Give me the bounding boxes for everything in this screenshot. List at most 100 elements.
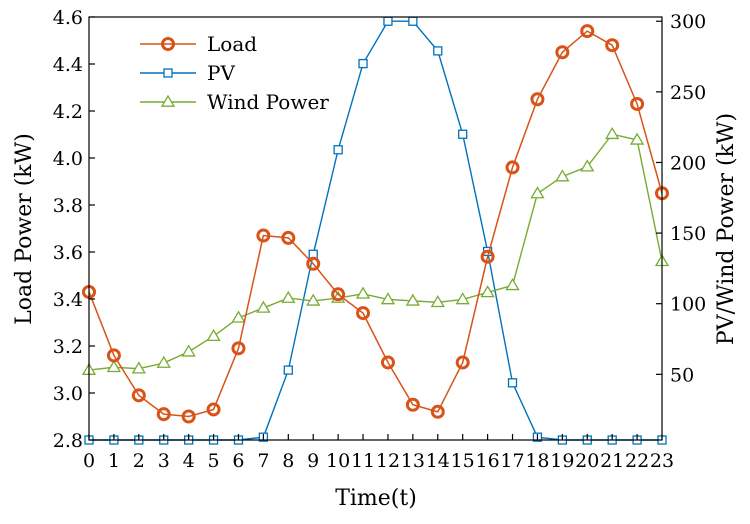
x-tick-label: 8 bbox=[282, 450, 294, 472]
data-point bbox=[355, 286, 371, 299]
data-point bbox=[256, 300, 271, 313]
data-point bbox=[383, 16, 393, 26]
data-point bbox=[408, 16, 418, 26]
legend: Load PV Wind Power bbox=[140, 32, 329, 114]
x-tick-label: 16 bbox=[476, 450, 500, 472]
series-load bbox=[82, 24, 669, 424]
y-left-tick-label: 3.6 bbox=[53, 242, 83, 264]
legend-entry: Wind Power bbox=[140, 90, 329, 114]
y-right-tick-label: 300 bbox=[670, 11, 706, 33]
x-tick-label: 10 bbox=[326, 450, 350, 472]
data-point bbox=[181, 409, 196, 424]
data-point bbox=[480, 249, 495, 264]
x-tick-label: 3 bbox=[158, 450, 170, 472]
y-axis-title-right: PV/Wind Power (kW) bbox=[714, 113, 739, 345]
y-left-tick-label: 3.0 bbox=[53, 383, 83, 405]
x-tick-label: 22 bbox=[625, 450, 649, 472]
data-point bbox=[480, 285, 495, 298]
y-right-tick-label: 250 bbox=[670, 82, 706, 104]
data-point bbox=[433, 46, 443, 56]
y-left-tick-label: 4.0 bbox=[53, 148, 83, 170]
data-point bbox=[181, 344, 196, 357]
data-point bbox=[380, 292, 396, 305]
series-wind-power bbox=[81, 126, 670, 375]
data-point bbox=[405, 397, 420, 412]
y-left-tick-label: 3.2 bbox=[53, 336, 83, 358]
x-tick-label: 14 bbox=[426, 450, 450, 472]
data-point bbox=[405, 293, 421, 306]
y-right-tick-label: 150 bbox=[670, 223, 706, 245]
data-point bbox=[555, 169, 570, 182]
axes: 2.83.03.23.43.63.84.04.24.44.65010015020… bbox=[53, 7, 706, 472]
data-point bbox=[530, 186, 545, 199]
y-left-tick-label: 4.6 bbox=[53, 7, 83, 29]
data-point bbox=[333, 145, 343, 155]
x-tick-label: 15 bbox=[451, 450, 475, 472]
data-point bbox=[455, 355, 470, 370]
data-point bbox=[306, 256, 321, 271]
data-point bbox=[156, 355, 171, 368]
y-axis-title-left: Load Power (kW) bbox=[12, 133, 37, 325]
x-tick-label: 9 bbox=[307, 450, 319, 472]
data-point bbox=[430, 295, 445, 308]
x-tick-label: 0 bbox=[83, 450, 95, 472]
data-point bbox=[206, 328, 221, 342]
data-point bbox=[331, 287, 346, 302]
data-point bbox=[256, 228, 271, 243]
legend-marker bbox=[160, 94, 176, 107]
data-point bbox=[455, 292, 470, 305]
data-point bbox=[131, 388, 146, 403]
data-point bbox=[131, 361, 146, 374]
x-tick-label: 7 bbox=[257, 450, 269, 472]
data-point bbox=[156, 407, 171, 422]
data-point bbox=[380, 355, 395, 370]
x-axis-title: Time(t) bbox=[335, 486, 417, 511]
legend-label: Wind Power bbox=[207, 90, 329, 114]
series-line bbox=[89, 20, 662, 441]
series-pv bbox=[84, 16, 667, 445]
plot-area bbox=[81, 16, 670, 445]
x-tick-label: 13 bbox=[401, 450, 425, 472]
x-tick-label: 17 bbox=[500, 450, 524, 472]
x-tick-label: 5 bbox=[208, 450, 220, 472]
y-left-tick-label: 4.2 bbox=[53, 101, 83, 123]
x-tick-label: 2 bbox=[133, 450, 145, 472]
data-point bbox=[507, 378, 518, 388]
data-point bbox=[605, 38, 620, 53]
legend-marker bbox=[163, 68, 173, 78]
x-tick-label: 23 bbox=[650, 450, 674, 472]
y-left-tick-label: 4.4 bbox=[53, 54, 83, 76]
y-left-tick-label: 2.8 bbox=[53, 430, 83, 452]
y-right-tick-label: 50 bbox=[670, 364, 694, 386]
legend-entry: PV bbox=[140, 61, 235, 85]
data-point bbox=[505, 278, 520, 291]
x-tick-label: 11 bbox=[351, 450, 375, 472]
data-point bbox=[106, 348, 121, 363]
x-tick-label: 12 bbox=[376, 450, 400, 472]
x-tick-label: 1 bbox=[108, 450, 120, 472]
data-point bbox=[358, 58, 368, 69]
plot-frame bbox=[88, 16, 663, 441]
x-tick-label: 19 bbox=[550, 450, 574, 472]
data-point bbox=[505, 160, 520, 175]
data-point bbox=[458, 129, 468, 139]
data-point bbox=[629, 132, 645, 145]
legend-label: Load bbox=[207, 32, 257, 56]
data-point bbox=[530, 92, 545, 107]
data-point bbox=[306, 293, 321, 306]
y-right-tick-label: 200 bbox=[670, 152, 706, 174]
x-tick-label: 6 bbox=[232, 450, 244, 472]
legend-entry: Load bbox=[140, 32, 257, 56]
data-point bbox=[283, 365, 293, 375]
data-point bbox=[356, 306, 371, 321]
data-point bbox=[555, 45, 570, 60]
x-tick-label: 4 bbox=[183, 450, 195, 472]
data-point bbox=[605, 126, 620, 140]
data-point bbox=[580, 159, 595, 172]
x-tick-label: 21 bbox=[600, 450, 624, 472]
data-point bbox=[231, 310, 246, 323]
data-point bbox=[206, 402, 221, 417]
y-right-tick-label: 100 bbox=[670, 294, 706, 316]
legend-marker bbox=[161, 37, 175, 51]
